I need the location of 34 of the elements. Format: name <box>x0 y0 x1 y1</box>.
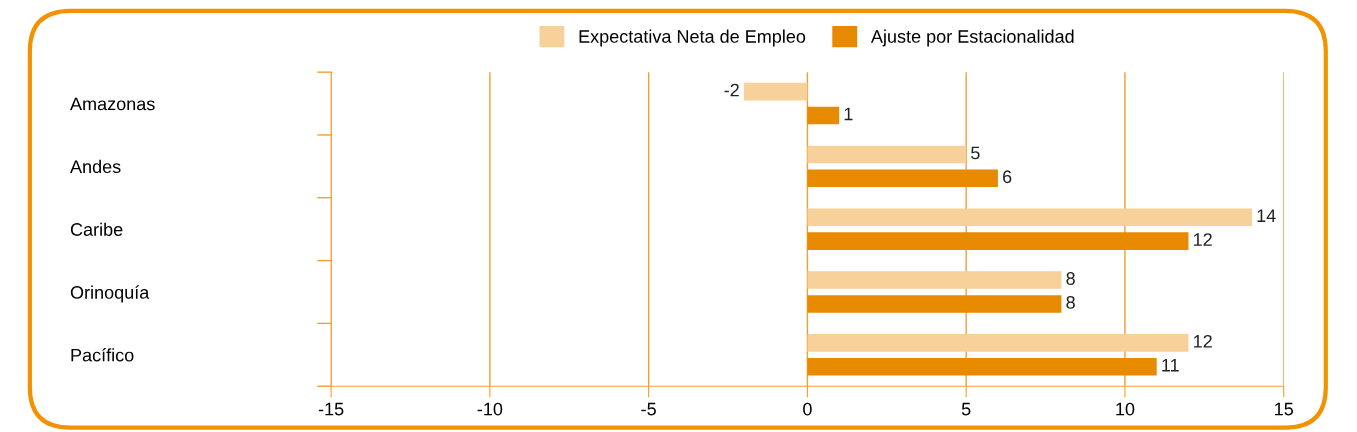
data-label: -2 <box>724 83 739 97</box>
x-tick-label: -10 <box>477 402 503 416</box>
bar <box>807 334 1189 352</box>
data-label: 5 <box>971 146 980 160</box>
x-tick-label: 0 <box>803 402 812 416</box>
legend-label: Ajuste por Estacionalidad <box>870 29 1074 47</box>
y-tick-label: Caribe <box>70 222 123 236</box>
data-label: 1 <box>844 107 853 121</box>
x-tick-label: 15 <box>1275 402 1294 416</box>
bar <box>807 106 840 125</box>
y-tick-label: Amazonas <box>70 97 155 111</box>
x-tick-label: 5 <box>961 402 971 416</box>
x-tick-label: 10 <box>1116 402 1135 416</box>
bar <box>743 82 808 101</box>
x-tick-label: -5 <box>641 402 656 416</box>
data-label: 8 <box>1066 295 1075 309</box>
y-tick-label: Pacífico <box>71 348 134 362</box>
legend-label: Expectativa Neta de Empleo <box>579 29 806 47</box>
bar <box>807 208 1252 227</box>
y-tick-label: Orinoquía <box>70 285 150 303</box>
bar <box>807 295 1062 313</box>
bar <box>807 271 1062 289</box>
data-label: 12 <box>1194 233 1212 246</box>
bar <box>807 145 967 164</box>
x-tick-label: -15 <box>318 402 344 416</box>
data-label: 14 <box>1257 209 1276 222</box>
y-tick-label: Andes <box>70 159 121 174</box>
data-label: 8 <box>1066 272 1075 285</box>
data-label: 12 <box>1194 334 1212 348</box>
data-label: 11 <box>1162 358 1179 372</box>
data-label: 6 <box>1003 170 1012 184</box>
bar <box>807 169 998 188</box>
bar <box>807 232 1189 250</box>
bar <box>807 357 1157 376</box>
